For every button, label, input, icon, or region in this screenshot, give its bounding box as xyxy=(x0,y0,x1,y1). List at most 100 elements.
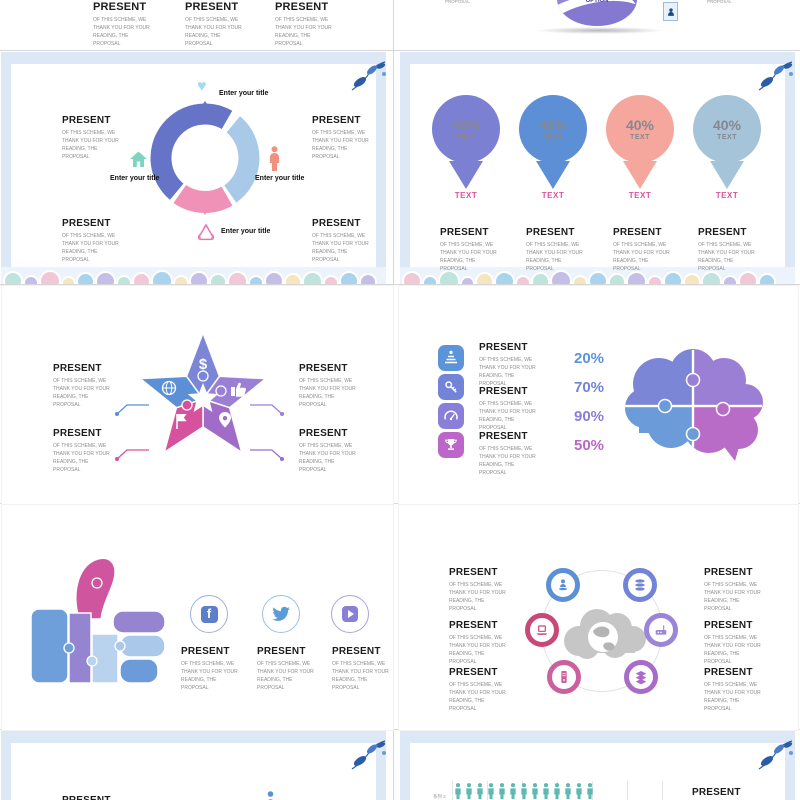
present-body: OF THIS SCHEME, WE THANK YOU FOR YOUR RE… xyxy=(275,17,332,45)
percentage-value: 50% xyxy=(574,437,605,454)
user-icon xyxy=(546,568,580,602)
cloud-icon xyxy=(564,609,646,659)
slide-thumbnail-balloons[interactable]: 40% TEXT TEXT 40% TEXT TEXT 40% TEXT TEX… xyxy=(400,52,795,284)
balloon-arrow xyxy=(536,161,570,189)
present-title: PRESENT xyxy=(704,620,753,631)
dollar-icon: $ xyxy=(199,356,208,373)
present-block: PRESENT OF THIS SCHEME, WE THANK YOU FOR… xyxy=(312,115,376,161)
percentage-value: 70% xyxy=(574,379,605,396)
present-title: PRESENT xyxy=(257,646,306,657)
option-ellipse: OPTION xyxy=(557,0,637,26)
present-body: OF THIS SCHEME, WE THANK YOU FOR YOUR RE… xyxy=(53,378,110,408)
enter-title-label: Enter your title xyxy=(219,90,269,97)
present-body: OF THIS SCHEME, WE THANK YOU FOR YOUR RE… xyxy=(312,130,369,160)
present-block: PRESENT OF THIS SCHEME, WE THANK YOU FOR… xyxy=(692,787,756,800)
present-body: OF THIS SCHEME, WE THANK YOU FOR YOUR RE… xyxy=(440,242,497,272)
balloon-percentage: 40% xyxy=(712,117,742,133)
person-icon xyxy=(267,791,274,800)
chart-gridline xyxy=(662,781,663,800)
present-body: OF THIS SCHEME, WE THANK YOU FOR YOUR RE… xyxy=(299,443,356,473)
balloon-circle: 40% TEXT xyxy=(606,95,674,163)
present-block: PRESENT OF THIS SCHEME, WE THANK YOU FOR… xyxy=(53,428,117,474)
present-body: OF THIS SCHEME, WE THANK YOU FOR YOUR RE… xyxy=(312,233,369,263)
slide-thumbnail-star-puzzle[interactable]: $ xyxy=(1,285,394,505)
present-block: PRESENT OF THIS SCHEME, WE THANK YOU FOR… xyxy=(698,227,762,273)
present-body: OF THIS SCHEME, WE THANK YOU FOR YOUR RE… xyxy=(698,242,755,272)
present-body: OF THIS SCHEME, WE THANK YOU FOR YOUR RE… xyxy=(181,661,238,691)
present-body: OF THIS SCHEME, WE THANK YOU FOR YOUR RE… xyxy=(62,233,119,263)
present-body: OF THIS SCHEME, WE THANK YOU FOR YOUR RE… xyxy=(613,242,670,272)
blue-flower-decoration xyxy=(351,61,386,91)
present-title: PRESENT xyxy=(449,620,498,631)
balloon: 40% TEXT TEXT xyxy=(692,95,762,200)
star-puzzle-diagram: $ xyxy=(138,331,268,455)
present-block: PRESENT OF THIS SCHEME, WE THANK YOU FOR… xyxy=(275,1,339,45)
person-icon xyxy=(269,146,280,171)
balloon-inner-label: TEXT xyxy=(456,134,476,141)
present-title: PRESENT xyxy=(62,115,111,126)
present-title: PRESENT xyxy=(704,667,753,678)
center-star xyxy=(187,383,219,412)
youtube-icon xyxy=(331,595,369,633)
present-title: PRESENT xyxy=(479,342,528,353)
present-block: PRESENT OF THIS SCHEME, WE THANK YOU FOR… xyxy=(479,342,543,388)
connector-line xyxy=(250,404,284,416)
podium-icon xyxy=(438,345,464,371)
present-title: PRESENT xyxy=(312,115,361,126)
present-title: PRESENT xyxy=(312,218,361,229)
present-body: OF THIS SCHEME, WE THANK YOU FOR YOUR RE… xyxy=(704,635,761,665)
slide-thumbnail-cycle-diagram[interactable]: ♥ Enter your title Enter your title Ente… xyxy=(1,52,386,284)
badge-icon xyxy=(663,2,678,21)
present-title: PRESENT xyxy=(613,227,662,238)
present-body: OF THIS SCHEME, WE THANK YOU FOR YOUR RE… xyxy=(526,242,583,272)
present-block: PRESENT OF THIS SCHEME, WE THANK YOU FOR… xyxy=(62,115,126,161)
chart-gridline xyxy=(627,781,628,800)
present-body: OF THIS SCHEME, WE THANK YOU FOR YOUR RE… xyxy=(479,401,536,431)
present-body: OF THIS SCHEME, WE THANK YOU FOR YOUR RE… xyxy=(479,357,536,387)
present-body: OF THIS SCHEME, WE THANK YOU FOR YOUR RE… xyxy=(257,661,314,691)
enter-title-label: Enter your title xyxy=(221,228,271,235)
slide-thumbnail-present-columns[interactable]: PRESENT OF THIS SCHEME, WE THANK YOU FOR… xyxy=(1,0,392,45)
present-block: PRESENT OF THIS SCHEME, WE THANK YOU FOR… xyxy=(526,227,590,273)
present-title: PRESENT xyxy=(275,1,329,13)
ellipse-shadow xyxy=(535,27,665,34)
present-body: OF THIS SCHEME, WE THANK YOU FOR YOUR RE… xyxy=(479,446,536,476)
present-block: PRESENT OF THIS SCHEME, WE THANK YOU FOR… xyxy=(53,363,117,409)
balloon-below-label: TEXT xyxy=(454,191,478,200)
present-title: PRESENT xyxy=(53,428,102,439)
twitter-icon xyxy=(262,595,300,633)
present-body: OF THIS SCHEME, WE THANK YOU FOR YOUR RE… xyxy=(332,661,389,691)
percentage-value: 20% xyxy=(574,350,605,367)
present-title: PRESENT xyxy=(181,646,230,657)
person-pictogram-icon xyxy=(455,783,461,799)
present-block: PRESENT OF THIS SCHEME, WE THANK YOU FOR… xyxy=(704,567,768,613)
slide-thumbnail-people-chart[interactable]: 系列 2 PRESENT OF THIS SCHEME, WE THANK YO… xyxy=(400,731,795,800)
recycle-icon xyxy=(197,223,215,241)
present-title: PRESENT xyxy=(53,363,102,374)
layers-icon xyxy=(624,660,658,694)
slide-thumbnail-brain-stats[interactable]: PRESENT OF THIS SCHEME, WE THANK YOU FOR… xyxy=(398,285,799,505)
connector-line xyxy=(115,404,149,416)
present-title: PRESENT xyxy=(698,227,747,238)
connector-line xyxy=(115,449,149,461)
balloon-arrow xyxy=(449,161,483,189)
slide-thumbnail-bottom-left[interactable]: PRESENT OF THIS SCHEME, WE THANK YOU FOR… xyxy=(1,731,386,800)
slide-thumbnail-option-ellipse[interactable]: PROPOSAL PROPOSAL OPTION xyxy=(400,0,795,45)
present-block: PRESENT OF THIS SCHEME, WE THANK YOU FOR… xyxy=(181,646,241,692)
laptop-icon xyxy=(525,613,559,647)
thumbs-up-puzzle-diagram xyxy=(30,557,166,684)
present-title: PRESENT xyxy=(185,1,239,13)
enter-title-label: Enter your title xyxy=(255,175,305,182)
blue-flower-decoration xyxy=(351,740,386,770)
present-block: PRESENT OF THIS SCHEME, WE THANK YOU FOR… xyxy=(449,567,513,613)
present-block: PRESENT OF THIS SCHEME, WE THANK YOU FOR… xyxy=(185,1,249,45)
brain-puzzle-diagram xyxy=(625,349,763,461)
slide-thumbnail-cloud-network[interactable]: PRESENT OF THIS SCHEME, WE THANK YOU FOR… xyxy=(398,504,799,731)
cycle-ring-diagram xyxy=(150,101,260,215)
proposal-fragment: PROPOSAL xyxy=(707,0,732,4)
router-icon xyxy=(644,613,678,647)
slide-thumbnail-thumbsup-social[interactable]: f PRESENT OF THIS SCHEME, WE THANK YOU F… xyxy=(1,504,394,731)
server-icon xyxy=(547,660,581,694)
present-block: PRESENT OF THIS SCHEME, WE THANK YOU FOR… xyxy=(62,795,126,800)
present-title: PRESENT xyxy=(479,431,528,442)
